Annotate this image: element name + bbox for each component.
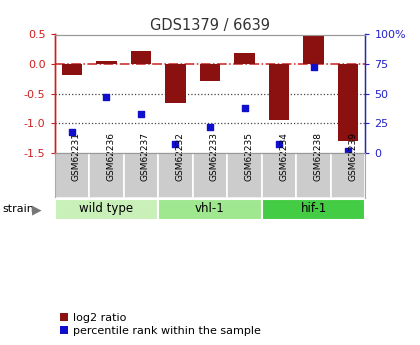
- Text: ▶: ▶: [32, 203, 42, 216]
- FancyBboxPatch shape: [158, 199, 262, 220]
- FancyBboxPatch shape: [89, 153, 123, 197]
- Text: vhl-1: vhl-1: [195, 202, 225, 215]
- Text: wild type: wild type: [79, 202, 134, 215]
- FancyBboxPatch shape: [123, 153, 158, 197]
- Point: [241, 105, 248, 111]
- FancyBboxPatch shape: [331, 153, 365, 197]
- FancyBboxPatch shape: [297, 153, 331, 197]
- Text: GSM62233: GSM62233: [210, 132, 219, 181]
- FancyBboxPatch shape: [55, 199, 158, 220]
- Point: [345, 148, 352, 154]
- Text: GSM62231: GSM62231: [72, 132, 81, 181]
- Point: [68, 129, 75, 135]
- Legend: log2 ratio, percentile rank within the sample: log2 ratio, percentile rank within the s…: [60, 313, 261, 336]
- Text: strain: strain: [2, 204, 34, 214]
- Text: GSM62239: GSM62239: [348, 132, 357, 181]
- Bar: [338, 64, 359, 141]
- Point: [276, 141, 282, 146]
- FancyBboxPatch shape: [227, 153, 262, 197]
- FancyBboxPatch shape: [193, 153, 227, 197]
- Point: [172, 141, 179, 146]
- FancyBboxPatch shape: [158, 153, 193, 197]
- Text: GSM62237: GSM62237: [141, 132, 150, 181]
- Bar: [303, 36, 324, 64]
- FancyBboxPatch shape: [262, 199, 365, 220]
- Bar: [61, 64, 82, 75]
- Bar: [200, 64, 221, 81]
- Point: [207, 124, 213, 130]
- Text: hif-1: hif-1: [300, 202, 327, 215]
- Text: GSM62232: GSM62232: [176, 132, 184, 181]
- Text: GSM62234: GSM62234: [279, 132, 288, 181]
- Bar: [269, 64, 289, 120]
- FancyBboxPatch shape: [55, 153, 89, 197]
- FancyBboxPatch shape: [262, 153, 297, 197]
- Title: GDS1379 / 6639: GDS1379 / 6639: [150, 18, 270, 33]
- Bar: [96, 61, 117, 64]
- Text: GSM62235: GSM62235: [244, 132, 254, 181]
- Bar: [165, 64, 186, 103]
- Point: [310, 64, 317, 69]
- Point: [103, 95, 110, 100]
- Text: GSM62238: GSM62238: [314, 132, 323, 181]
- Bar: [234, 53, 255, 64]
- Text: GSM62236: GSM62236: [106, 132, 116, 181]
- Bar: [131, 51, 151, 64]
- Point: [138, 111, 144, 117]
